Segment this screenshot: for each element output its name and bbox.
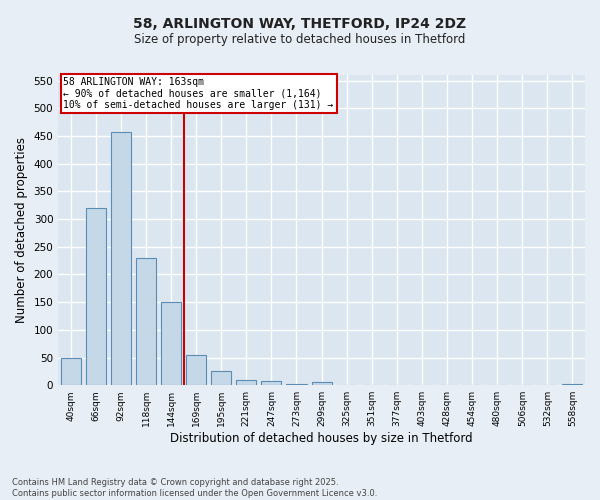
X-axis label: Distribution of detached houses by size in Thetford: Distribution of detached houses by size …	[170, 432, 473, 445]
Text: 58, ARLINGTON WAY, THETFORD, IP24 2DZ: 58, ARLINGTON WAY, THETFORD, IP24 2DZ	[133, 18, 467, 32]
Bar	[161, 302, 181, 385]
Y-axis label: Number of detached properties: Number of detached properties	[15, 137, 28, 323]
Bar	[286, 384, 307, 385]
Bar	[562, 384, 583, 385]
Bar	[186, 354, 206, 385]
Text: Contains HM Land Registry data © Crown copyright and database right 2025.
Contai: Contains HM Land Registry data © Crown c…	[12, 478, 377, 498]
Bar	[236, 380, 256, 385]
Bar	[136, 258, 156, 385]
Text: Size of property relative to detached houses in Thetford: Size of property relative to detached ho…	[134, 32, 466, 46]
Bar	[211, 372, 231, 385]
Bar	[262, 381, 281, 385]
Bar	[61, 358, 81, 385]
Bar	[111, 132, 131, 385]
Bar	[86, 208, 106, 385]
Text: 58 ARLINGTON WAY: 163sqm
← 90% of detached houses are smaller (1,164)
10% of sem: 58 ARLINGTON WAY: 163sqm ← 90% of detach…	[64, 76, 334, 110]
Bar	[311, 382, 332, 385]
